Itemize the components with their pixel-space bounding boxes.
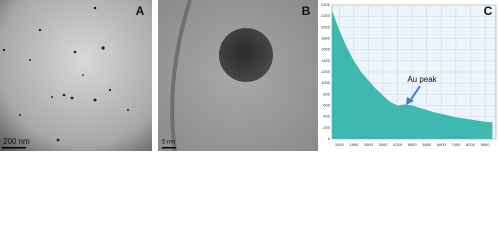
x-tick-label: 5000 <box>408 142 418 147</box>
y-tick-label: 1400 <box>321 58 331 63</box>
x-tick-label: 1800 <box>349 142 359 147</box>
y-tick-label: 2400 <box>321 2 331 7</box>
scale-bar <box>2 147 26 149</box>
x-tick-label: 4200 <box>393 142 403 147</box>
x-tick-label: 8200 <box>466 142 476 147</box>
panel-b: 5 nm B <box>158 0 318 151</box>
tem-image <box>0 0 152 151</box>
spectrum-area <box>332 10 493 140</box>
y-tick-label: 600 <box>323 103 330 108</box>
y-tick-label: 1200 <box>321 69 331 74</box>
x-tick-label: 5800 <box>422 142 432 147</box>
arrow-head <box>406 97 414 105</box>
panel-a: 200 nm A <box>0 0 152 151</box>
y-tick-label: 2000 <box>321 24 331 29</box>
x-tick-label: 7400 <box>451 142 461 147</box>
x-tick-label: 2600 <box>364 142 374 147</box>
x-tick-label: 3400 <box>379 142 389 147</box>
scale-bar <box>162 147 176 149</box>
y-tick-label: 400 <box>323 114 330 119</box>
y-tick-label: 1800 <box>321 36 331 41</box>
y-tick-label: 0 <box>328 136 331 141</box>
nanoparticle <box>219 28 273 82</box>
annotation-arrow <box>409 85 421 102</box>
y-tick-label: 200 <box>323 125 330 130</box>
panel-label: C <box>484 4 493 18</box>
scale-label: 5 nm <box>162 140 175 146</box>
panel-label: A <box>136 4 145 18</box>
x-tick-label: 1000 <box>335 142 345 147</box>
figure: 200 nm A 5 nm B 0 200 400 600 800 1000 1200 140… <box>0 0 497 151</box>
x-tick-label: 6600 <box>437 142 447 147</box>
scale-label: 200 nm <box>3 137 30 146</box>
y-tick-label: 2200 <box>321 13 331 18</box>
x-tick-label: 9000 <box>481 142 491 147</box>
y-tick-label: 800 <box>323 91 330 96</box>
particles <box>2 6 129 142</box>
y-tick-label: 1000 <box>321 80 331 85</box>
panel-label: B <box>302 4 311 18</box>
film-edge <box>170 0 192 151</box>
spectrum-chart: 0 200 400 600 800 1000 1200 1400 1600 1800 2000 220… <box>321 2 497 147</box>
annotation: Au peak <box>407 75 437 84</box>
y-tick-label: 1600 <box>321 47 331 52</box>
